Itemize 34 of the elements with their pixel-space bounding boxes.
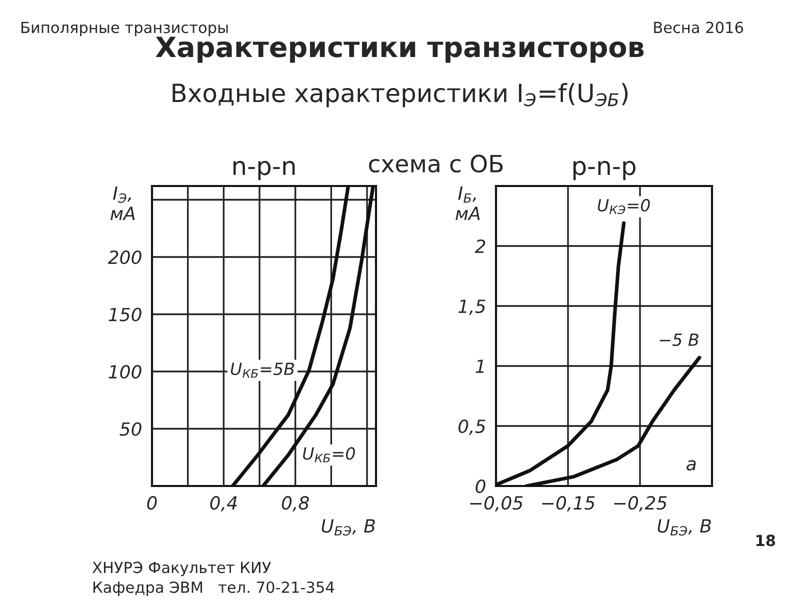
annotation: а [686, 460, 696, 470]
y-tick-label: 50 [120, 422, 142, 436]
x-tick-label: −0,25 [614, 496, 667, 512]
text: ХНУРЭ Факультет КИУ [92, 562, 271, 576]
y-tick-label: 0 [476, 479, 486, 494]
chart-title: p-n-p [573, 160, 636, 180]
y-tick-label: 1 [476, 360, 484, 373]
y-tick-label: 200 [108, 250, 142, 264]
y-tick-label: 0,5 [458, 419, 486, 435]
chart-title: n-p-n [233, 160, 295, 180]
y-tick-label: 1,5 [458, 300, 486, 315]
y-axis-title: I$_{Б}$, мА [456, 186, 480, 220]
series-label: U$_{КЭ}$=0 [598, 198, 650, 214]
text: Характеристики транзисторов [156, 36, 644, 63]
text: Кафедра ЭВМ тел. 70-21-354 [94, 581, 334, 596]
text: 18 [756, 534, 776, 546]
y-tick-label: 150 [108, 308, 142, 322]
text: Весна 2016 [654, 22, 744, 34]
x-axis-title: U$_{БЭ}$, В [322, 519, 375, 536]
series-label: −5 В [660, 334, 698, 346]
text: Биполярные транзисторы [22, 22, 228, 36]
x-tick-label: 0,4 [210, 496, 237, 512]
text: схема с ОБ [369, 154, 503, 173]
series-label: U$_{КБ}$=5В [230, 362, 294, 378]
x-tick-label: −0,15 [542, 496, 595, 512]
y-tick-label: 2 [474, 239, 486, 253]
x-tick-label: 0,8 [282, 496, 309, 512]
x-axis-title: U$_{БЭ}$, В [658, 519, 711, 536]
y-tick-label: 100 [108, 364, 142, 379]
x-tick-label: −0,05 [470, 496, 523, 512]
series-label: U$_{КБ}$=0 [303, 447, 355, 462]
x-tick-label: 0 [147, 496, 157, 510]
y-axis-title: I$_{Э}$, мА [110, 186, 135, 220]
text: Входные характеристики I$_{Э}$=f(U$_{ЭБ}$) [172, 83, 628, 108]
